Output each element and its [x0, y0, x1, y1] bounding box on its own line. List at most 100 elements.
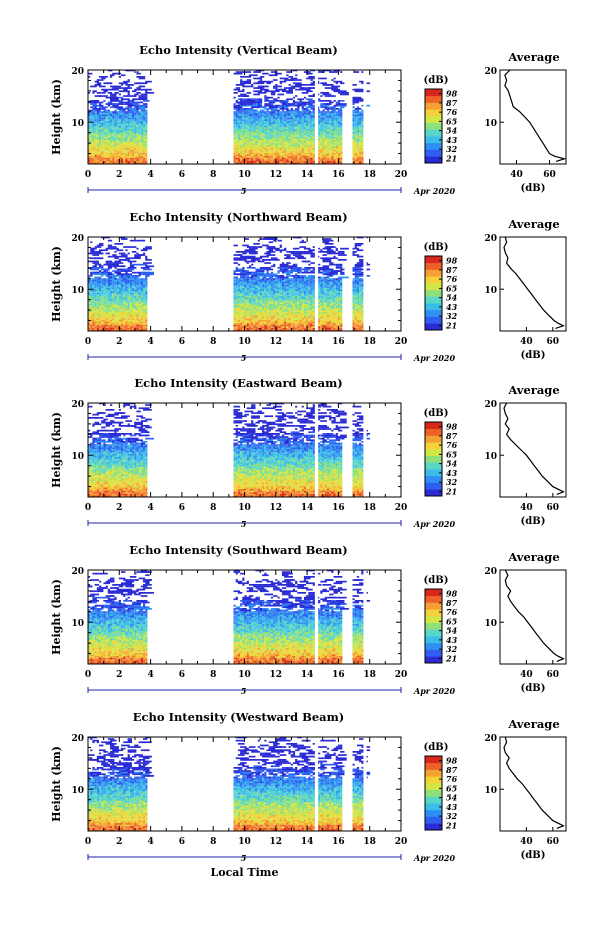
heatmap-cell — [139, 97, 146, 99]
heatmap-cell — [353, 153, 355, 155]
heatmap-cell — [114, 114, 116, 116]
heatmap-cell — [130, 293, 132, 295]
heatmap-cell — [95, 138, 97, 140]
heatmap-cell — [289, 132, 291, 134]
heatmap-cell — [106, 315, 108, 317]
heatmap-cell — [99, 313, 101, 315]
heatmap-cell — [262, 281, 264, 283]
heatmap-cell — [123, 321, 125, 323]
heatmap-cell — [108, 283, 110, 285]
heatmap-cell — [278, 153, 280, 155]
profile-x-tick-label: 40 — [510, 170, 523, 180]
heatmap-cell — [125, 296, 127, 298]
heatmap-cell — [90, 124, 92, 126]
heatmap-cell — [143, 317, 145, 319]
heatmap-cell — [123, 307, 125, 309]
heatmap-cell — [359, 119, 361, 121]
heatmap-cell — [331, 127, 333, 129]
heatmap-cell — [320, 154, 322, 156]
heatmap-cell — [92, 154, 94, 156]
heatmap-cell — [355, 150, 357, 152]
heatmap-cell — [262, 304, 264, 306]
heatmap-cell — [334, 154, 336, 156]
heatmap-cell — [262, 130, 264, 132]
heatmap-cell — [291, 121, 293, 123]
heatmap-cell — [251, 302, 253, 304]
heatmap-cell — [238, 138, 240, 140]
heatmap-cell — [125, 129, 127, 131]
heatmap-cell — [260, 135, 262, 137]
heatmap-cell — [125, 286, 127, 288]
heatmap-cell — [302, 118, 304, 120]
heatmap-cell — [249, 142, 251, 144]
heatmap-cell — [145, 323, 147, 325]
heatmap-cell — [300, 121, 302, 123]
heatmap-cell — [264, 148, 266, 150]
heatmap-cell — [117, 269, 121, 271]
heatmap-cell — [112, 285, 114, 287]
heatmap-cell — [125, 309, 127, 311]
heatmap-cell — [139, 102, 143, 104]
heatmap-cell — [245, 121, 247, 123]
heatmap-cell — [267, 105, 274, 107]
heatmap-cell — [245, 310, 247, 312]
heatmap-cell — [242, 89, 244, 91]
heatmap-cell — [293, 134, 295, 136]
heatmap-cell — [130, 114, 132, 116]
heatmap-cell — [308, 126, 310, 128]
heatmap-cell — [238, 286, 240, 288]
heatmap-cell — [245, 285, 247, 287]
heatmap-cell — [280, 126, 282, 128]
heatmap-cell — [269, 124, 271, 126]
heatmap-cell — [245, 118, 247, 120]
heatmap-cell — [130, 278, 132, 280]
heatmap-cell — [253, 261, 255, 263]
heatmap-cell — [258, 137, 260, 139]
heatmap-cell — [236, 119, 238, 121]
heatmap-cell — [101, 114, 103, 116]
y-axis-label: Height (km) — [50, 79, 63, 155]
heatmap-cell — [340, 138, 342, 140]
heatmap-cell — [139, 283, 141, 285]
heatmap-cell — [282, 132, 284, 134]
heatmap-cell — [99, 116, 101, 118]
heatmap-cell — [238, 302, 240, 304]
heatmap-cell — [112, 281, 114, 283]
heatmap-cell — [141, 286, 143, 288]
heatmap-cell — [353, 140, 355, 142]
heatmap-cell — [336, 122, 338, 124]
heatmap-cell — [234, 291, 236, 293]
heatmap-cell — [97, 79, 101, 81]
heatmap-cell — [132, 130, 134, 132]
heatmap-cell — [108, 299, 110, 301]
heatmap-cell — [253, 94, 260, 96]
heatmap-cell — [269, 137, 271, 139]
heatmap-cell — [286, 129, 288, 131]
heatmap-cell — [355, 132, 357, 134]
heatmap-cell — [139, 313, 141, 315]
heatmap-cell — [128, 328, 130, 330]
heatmap-cell — [99, 323, 101, 325]
heatmap-cell — [234, 132, 236, 134]
heatmap-cell — [258, 92, 262, 94]
heatmap-cell — [249, 318, 251, 320]
heatmap-cell — [256, 135, 258, 137]
heatmap-cell — [271, 143, 273, 145]
heatmap-cell — [112, 122, 114, 124]
heatmap-cell — [90, 110, 92, 112]
heatmap-cell — [99, 114, 101, 116]
heatmap-cell — [240, 313, 242, 315]
heatmap-cell — [90, 315, 92, 317]
heatmap-cell — [240, 158, 242, 160]
heatmap-cell — [331, 122, 333, 124]
heatmap-cell — [251, 156, 253, 158]
heatmap-cell — [103, 309, 105, 311]
heatmap-cell — [139, 286, 141, 288]
heatmap-cell — [256, 285, 258, 287]
heatmap-cell — [99, 328, 101, 330]
heatmap-cell — [258, 143, 260, 145]
heatmap-cell — [108, 134, 110, 136]
heatmap-cell — [123, 278, 125, 280]
heatmap-cell — [242, 140, 244, 142]
heatmap-cell — [99, 105, 103, 107]
